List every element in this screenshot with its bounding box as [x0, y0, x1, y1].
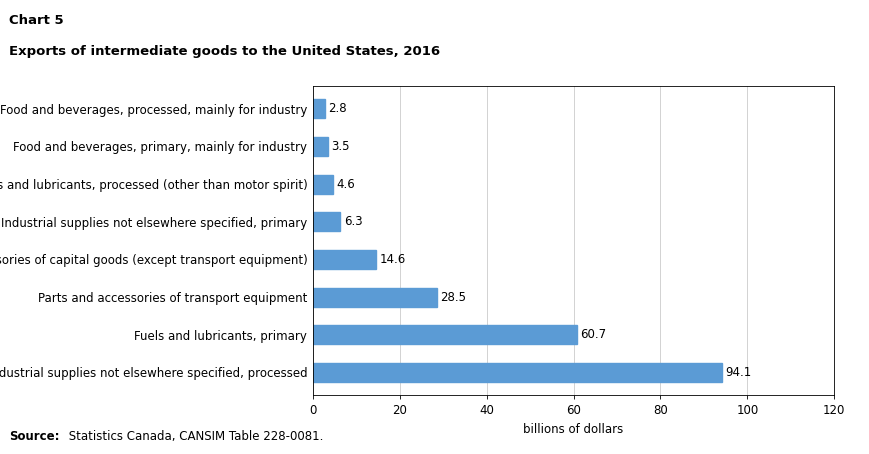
Text: 4.6: 4.6 [336, 178, 355, 191]
Bar [313, 137, 328, 156]
Text: Statistics Canada, CANSIM Table 228-0081.: Statistics Canada, CANSIM Table 228-0081… [65, 429, 323, 443]
Text: 60.7: 60.7 [580, 328, 607, 341]
Text: Chart 5: Chart 5 [9, 14, 63, 27]
X-axis label: billions of dollars: billions of dollars [523, 423, 624, 435]
Bar [313, 175, 333, 193]
Bar [313, 212, 340, 231]
Bar [313, 326, 577, 344]
Bar [313, 363, 721, 382]
Text: 2.8: 2.8 [328, 102, 347, 115]
Bar [313, 288, 437, 306]
Text: 6.3: 6.3 [343, 215, 362, 228]
Bar [313, 250, 376, 269]
Text: 14.6: 14.6 [380, 253, 406, 266]
Text: 94.1: 94.1 [725, 366, 752, 379]
Text: 3.5: 3.5 [331, 140, 350, 153]
Text: Exports of intermediate goods to the United States, 2016: Exports of intermediate goods to the Uni… [9, 45, 440, 59]
Text: Source:: Source: [9, 429, 59, 443]
Text: 28.5: 28.5 [441, 291, 466, 304]
Bar [313, 99, 325, 118]
